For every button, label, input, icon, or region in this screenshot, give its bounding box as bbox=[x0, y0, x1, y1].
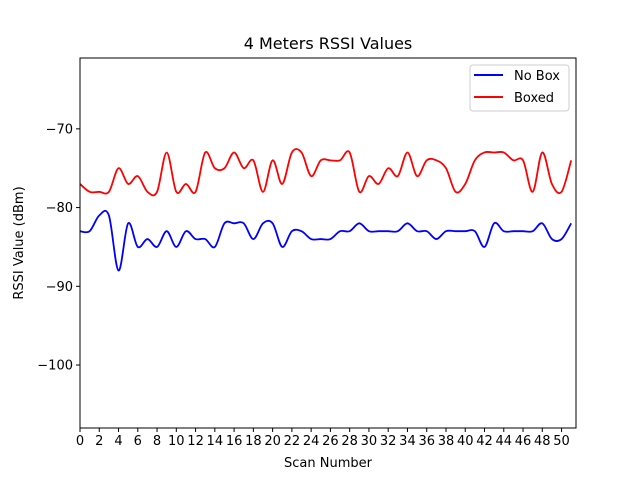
x-tick-label: 6 bbox=[134, 434, 142, 449]
x-tick-label: 40 bbox=[457, 434, 474, 449]
x-tick-label: 34 bbox=[399, 434, 416, 449]
y-tick-label: −90 bbox=[46, 280, 73, 295]
plot-border bbox=[79, 57, 577, 429]
x-tick-label: 42 bbox=[476, 434, 493, 449]
x-tick-label: 16 bbox=[226, 434, 243, 449]
y-tick-label: −100 bbox=[37, 359, 73, 374]
x-tick-label: 24 bbox=[303, 434, 320, 449]
x-tick-label: 32 bbox=[380, 434, 397, 449]
chart-title: 4 Meters RSSI Values bbox=[244, 34, 413, 53]
x-tick-label: 38 bbox=[438, 434, 455, 449]
x-tick-label: 30 bbox=[361, 434, 378, 449]
x-tick-label: 46 bbox=[515, 434, 532, 449]
x-tick-label: 0 bbox=[76, 434, 84, 449]
series-line-no-box bbox=[79, 209, 572, 272]
x-axis: 0 2 4 6 8 10 12 14 16 18 20 22 24 26 28 30 32 34 36 38 40 42 4… bbox=[76, 428, 570, 449]
x-tick-label: 44 bbox=[495, 434, 512, 449]
legend-box bbox=[469, 64, 570, 112]
y-tick-label: −70 bbox=[46, 122, 73, 137]
x-tick-label: 10 bbox=[168, 434, 185, 449]
x-tick-label: 8 bbox=[153, 434, 161, 449]
x-tick-label: 18 bbox=[245, 434, 262, 449]
x-tick-label: 36 bbox=[418, 434, 435, 449]
y-axis-label: RSSI Value (dBm) bbox=[12, 186, 27, 299]
x-axis-label: Scan Number bbox=[284, 456, 373, 471]
x-tick-label: 28 bbox=[341, 434, 358, 449]
series-line-boxed bbox=[79, 148, 573, 197]
x-tick-label: 22 bbox=[284, 434, 301, 449]
plot-area bbox=[80, 58, 576, 428]
x-tick-label: 50 bbox=[553, 434, 570, 449]
legend-label-no-box: No Box bbox=[514, 69, 560, 84]
y-tick-label: −80 bbox=[46, 201, 73, 216]
x-tick-label: 20 bbox=[264, 434, 281, 449]
x-tick-label: 14 bbox=[207, 434, 224, 449]
x-tick-label: 48 bbox=[534, 434, 551, 449]
x-tick-label: 26 bbox=[322, 434, 339, 449]
legend: No Box Boxed bbox=[469, 64, 570, 112]
series-layer bbox=[79, 148, 573, 272]
y-axis: −100 −90 −80 −70 bbox=[37, 122, 80, 374]
legend-label-boxed: Boxed bbox=[514, 91, 554, 106]
x-tick-label: 12 bbox=[187, 434, 204, 449]
x-tick-label: 4 bbox=[114, 434, 122, 449]
x-tick-label: 2 bbox=[95, 434, 103, 449]
